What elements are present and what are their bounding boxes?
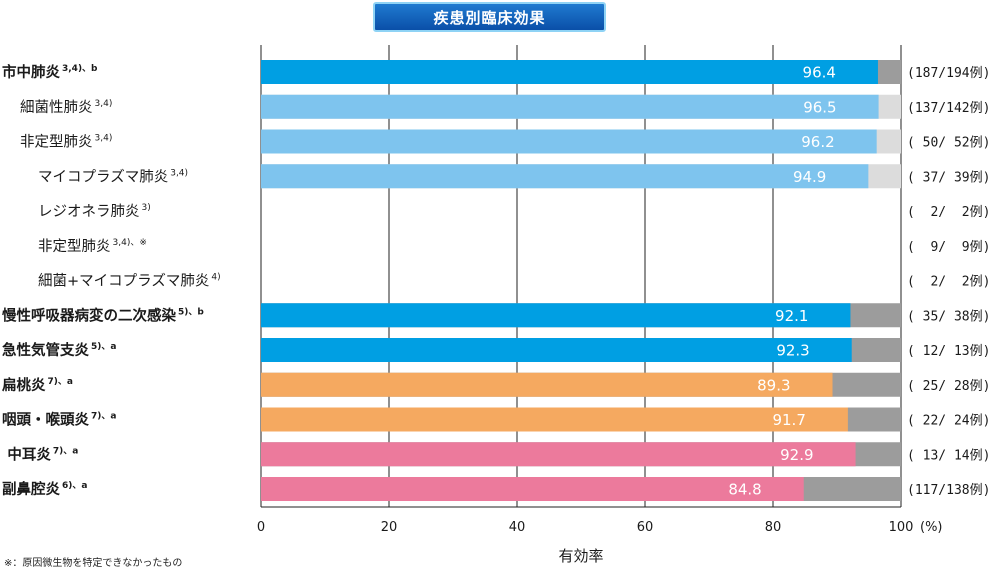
count-label: ( 22/ 24例) bbox=[907, 414, 990, 429]
x-tick-label: 80 bbox=[765, 520, 782, 535]
bar bbox=[261, 303, 851, 328]
category-label: 副鼻腔炎 6)、a bbox=[2, 480, 87, 498]
bar bbox=[261, 477, 804, 501]
count-label: ( 25/ 28例) bbox=[907, 379, 990, 394]
category-label: マイコプラズマ肺炎 3,4) bbox=[38, 168, 188, 185]
x-tick-label: 40 bbox=[509, 520, 526, 535]
category-label: 扁桃炎 7)、a bbox=[2, 376, 73, 394]
bar bbox=[261, 442, 856, 467]
bar-value-label: 96.2 bbox=[801, 133, 834, 151]
category-label: レジオネラ肺炎 3) bbox=[38, 203, 151, 220]
x-axis-label: 有効率 bbox=[558, 547, 604, 565]
bar-value-label: 89.3 bbox=[757, 376, 790, 394]
bar bbox=[261, 407, 848, 432]
category-label: 市中肺炎 3,4)、b bbox=[2, 63, 98, 81]
bar-value-label: 92.9 bbox=[780, 446, 813, 464]
bar bbox=[261, 60, 878, 84]
category-label: 非定型肺炎 3,4) bbox=[20, 134, 112, 151]
count-label: (137/142例) bbox=[907, 101, 990, 116]
bar-value-label: 92.1 bbox=[775, 307, 808, 325]
bar-value-label: 96.4 bbox=[803, 64, 836, 82]
bar-value-label: 92.3 bbox=[776, 342, 809, 360]
category-labels: 市中肺炎 3,4)、b 細菌性肺炎 3,4) 非定型肺炎 3,4) マイコプラズマ肺炎 3,4… bbox=[2, 63, 221, 498]
count-label: ( 50/ 52例) bbox=[907, 136, 990, 151]
bar-value-label: 84.8 bbox=[728, 481, 761, 499]
count-label: ( 9/ 9例) bbox=[907, 240, 990, 255]
bar bbox=[261, 164, 869, 189]
count-label: ( 2/ 2例) bbox=[907, 205, 990, 220]
count-label: (117/138例) bbox=[907, 483, 990, 498]
count-label: ( 37/ 39例) bbox=[907, 170, 990, 185]
x-tick-label: 100 bbox=[889, 520, 914, 535]
x-axis-unit: (%) bbox=[920, 520, 943, 535]
bar bbox=[261, 338, 852, 362]
category-label: 非定型肺炎 3,4)、※ bbox=[38, 238, 147, 255]
category-label: 中耳炎 7)、a bbox=[7, 445, 78, 463]
footnote: ※：原因微生物を特定できなかったもの bbox=[4, 558, 183, 569]
count-label: ( 2/ 2例) bbox=[907, 275, 990, 290]
count-label: ( 13/ 14例) bbox=[907, 448, 990, 463]
category-label: 細菌性肺炎 3,4) bbox=[20, 99, 112, 116]
bars: 96.4 96.5 96.2 94.9 92.1 92.3 89.3 91.7 92.9 84.8 bbox=[261, 60, 901, 501]
bar bbox=[261, 129, 877, 154]
bar-value-label: 94.9 bbox=[793, 168, 826, 186]
chart-title: 疾患別臨床効果 bbox=[373, 2, 606, 32]
x-tick-label: 0 bbox=[257, 520, 265, 535]
category-label: 急性気管支炎 5)、a bbox=[2, 341, 116, 359]
x-tick-label: 20 bbox=[381, 520, 398, 535]
x-axis-ticks: 0 20 40 60 80 100 (%) bbox=[257, 520, 943, 535]
bar-value-label: 91.7 bbox=[772, 411, 805, 429]
bar bbox=[261, 372, 833, 397]
count-labels: (187/194例) (137/142例) ( 50/ 52例) ( 37/ 39例)… bbox=[907, 66, 990, 498]
x-tick-label: 60 bbox=[637, 520, 654, 535]
category-label: 細菌+マイコプラズマ肺炎 4) bbox=[38, 273, 221, 290]
category-label: 咽頭・喉頭炎 7)、a bbox=[2, 411, 116, 429]
count-label: (187/194例) bbox=[907, 66, 990, 81]
count-label: ( 12/ 13例) bbox=[907, 344, 990, 359]
category-label: 慢性呼吸器病変の二次感染 5)、b bbox=[2, 306, 204, 324]
bar bbox=[261, 94, 879, 119]
count-label: ( 35/ 38例) bbox=[907, 309, 990, 324]
bar-value-label: 96.5 bbox=[803, 98, 836, 116]
